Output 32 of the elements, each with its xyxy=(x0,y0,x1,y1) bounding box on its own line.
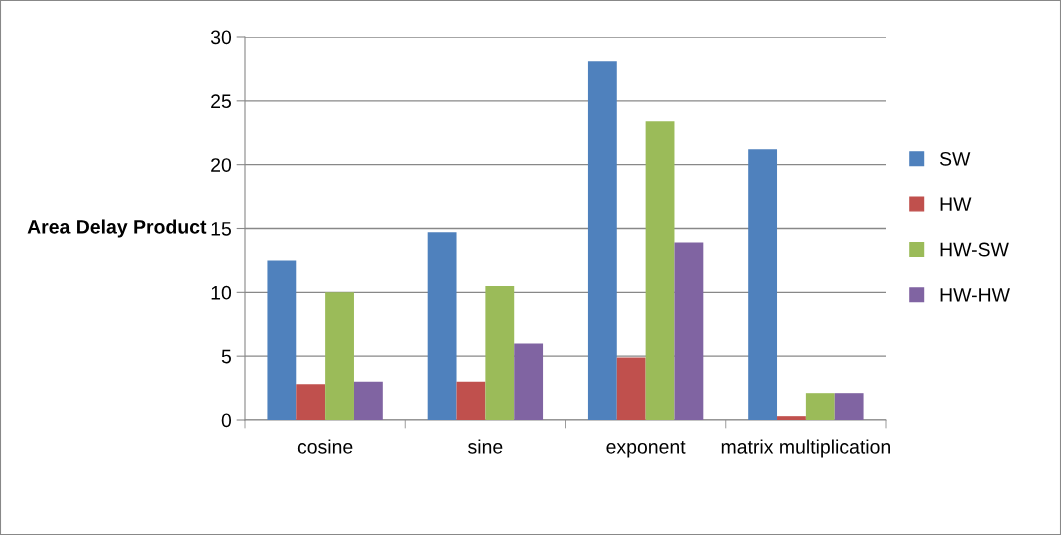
x-tick-label: exponent xyxy=(606,440,686,458)
y-tick-label: 30 xyxy=(210,30,232,45)
bar xyxy=(427,232,457,420)
bar xyxy=(325,292,354,420)
y-tick-label: 0 xyxy=(221,413,232,428)
x-tick-label: cosine xyxy=(297,439,353,454)
bar xyxy=(514,343,544,420)
bar xyxy=(805,393,835,420)
legend-label: HW-HW xyxy=(940,288,1010,302)
legend-label: SW xyxy=(939,151,971,166)
y-axis-title: Area Delay Product xyxy=(27,219,207,238)
bar xyxy=(748,149,778,420)
bar xyxy=(834,393,864,420)
bar xyxy=(616,357,646,420)
y-tick-label: 20 xyxy=(211,158,232,172)
legend-label: HW-SW xyxy=(940,242,1009,257)
legend-label: HW xyxy=(940,197,972,211)
y-tick-label: 10 xyxy=(211,285,232,300)
y-tick-label: 25 xyxy=(211,94,231,109)
bar xyxy=(267,260,297,420)
x-tick-label: sine xyxy=(468,439,503,454)
bar xyxy=(674,242,704,420)
bar xyxy=(296,384,326,420)
bar xyxy=(587,61,617,420)
bar xyxy=(485,285,515,420)
y-tick-label: 5 xyxy=(221,349,231,364)
y-tick-label: 15 xyxy=(211,222,231,236)
bar xyxy=(456,381,486,420)
bar xyxy=(645,121,675,420)
bar xyxy=(777,416,806,420)
bar xyxy=(353,381,383,420)
x-tick-label: matrix multiplication xyxy=(721,439,890,458)
